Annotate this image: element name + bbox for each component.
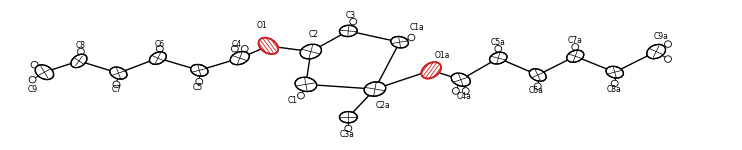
Circle shape: [462, 88, 469, 94]
Ellipse shape: [421, 62, 441, 79]
Ellipse shape: [339, 112, 357, 123]
Ellipse shape: [230, 52, 249, 65]
Circle shape: [665, 56, 672, 62]
Ellipse shape: [295, 77, 317, 92]
Circle shape: [453, 88, 459, 94]
Text: C3: C3: [345, 11, 355, 20]
Circle shape: [113, 81, 120, 88]
Ellipse shape: [35, 65, 53, 80]
Text: O1: O1: [256, 21, 267, 30]
Text: C9a: C9a: [654, 32, 669, 41]
Circle shape: [31, 61, 38, 68]
Ellipse shape: [567, 50, 584, 62]
Text: C8: C8: [76, 41, 86, 50]
Text: C8a: C8a: [606, 85, 621, 94]
Circle shape: [241, 45, 248, 52]
Ellipse shape: [149, 52, 166, 64]
Circle shape: [572, 44, 579, 50]
Circle shape: [665, 41, 672, 47]
Ellipse shape: [529, 69, 546, 81]
Circle shape: [349, 18, 357, 25]
Ellipse shape: [647, 44, 666, 59]
Text: C9: C9: [27, 85, 38, 94]
Circle shape: [29, 76, 36, 83]
Circle shape: [408, 34, 415, 41]
Ellipse shape: [191, 64, 208, 76]
Circle shape: [495, 45, 502, 52]
Text: C5: C5: [192, 83, 203, 92]
Text: C6: C6: [155, 40, 165, 49]
Ellipse shape: [364, 82, 386, 96]
Text: C1a: C1a: [410, 23, 424, 32]
Text: C7a: C7a: [568, 36, 582, 45]
Circle shape: [345, 125, 352, 132]
Text: C2a: C2a: [375, 101, 390, 110]
Text: C5a: C5a: [491, 38, 506, 47]
Circle shape: [611, 80, 618, 87]
Text: C3a: C3a: [340, 130, 355, 139]
Circle shape: [232, 45, 238, 52]
Circle shape: [196, 78, 203, 85]
Circle shape: [157, 45, 163, 52]
Text: C7: C7: [111, 85, 122, 94]
Circle shape: [77, 48, 85, 55]
Ellipse shape: [71, 54, 87, 68]
Text: C6a: C6a: [528, 86, 543, 95]
Ellipse shape: [110, 67, 127, 79]
Text: C4a: C4a: [456, 92, 471, 101]
Text: C2: C2: [309, 30, 319, 39]
Ellipse shape: [301, 44, 321, 59]
Ellipse shape: [451, 73, 470, 86]
Text: O1a: O1a: [434, 51, 450, 60]
Ellipse shape: [339, 25, 357, 37]
Ellipse shape: [258, 38, 278, 54]
Ellipse shape: [490, 52, 507, 64]
Ellipse shape: [391, 36, 408, 48]
Circle shape: [534, 83, 541, 90]
Ellipse shape: [606, 66, 623, 78]
Circle shape: [298, 92, 304, 99]
Text: C4: C4: [232, 40, 242, 49]
Text: C1: C1: [288, 96, 298, 105]
